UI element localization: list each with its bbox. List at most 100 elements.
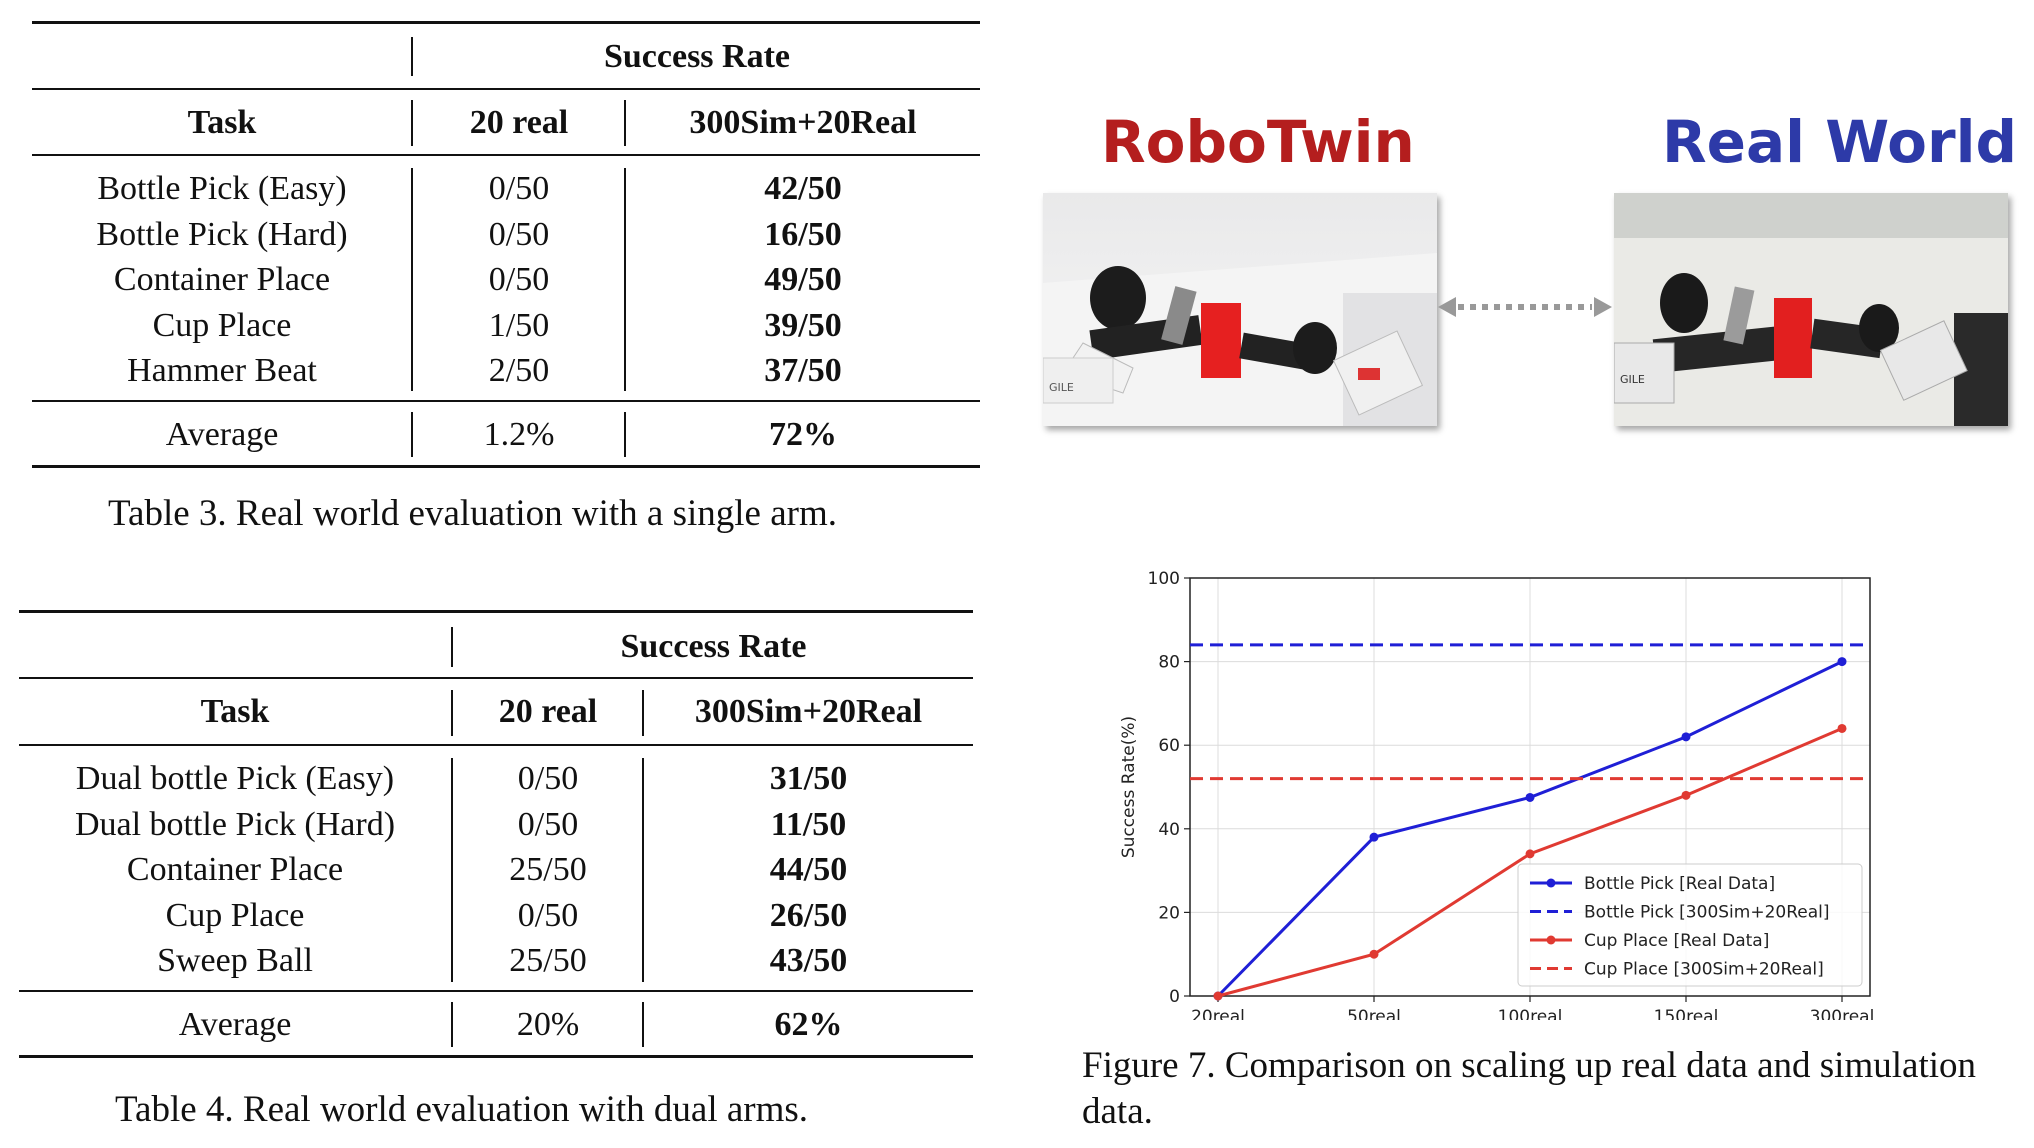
table3-avg-task: Average	[165, 416, 279, 453]
table4-col-task: Task	[200, 693, 270, 730]
x-tick-label: 300real	[1810, 1007, 1875, 1020]
table3-cell-sim: 37/50	[764, 352, 842, 389]
table3-bottom-rule	[32, 465, 980, 468]
table4-header-rule	[19, 677, 973, 679]
figure7-caption-line1: Figure 7. Comparison on scaling up real …	[1082, 1045, 1976, 1086]
table3-avg-real: 1.2%	[483, 416, 555, 453]
table3-avg-rule	[32, 400, 980, 402]
table4-avg-real: 20%	[516, 1006, 580, 1043]
figure7-caption-line2: data.	[1082, 1091, 1153, 1132]
table4-cell-sim: 43/50	[769, 942, 848, 979]
real-scene-image: GILE	[1614, 193, 2008, 426]
data-point	[1369, 949, 1379, 959]
table3-col-real: 20 real	[469, 104, 569, 141]
table4-group-header: Success Rate	[620, 628, 807, 665]
table4-cell-real: 0/50	[517, 760, 579, 797]
table4-cell-real: 0/50	[517, 896, 579, 934]
table3-vline-2b	[624, 100, 626, 146]
data-point	[1681, 790, 1691, 800]
data-point	[1525, 792, 1535, 802]
table4-cell-task: Sweep Ball	[157, 942, 313, 979]
table3-avg-sim: 72%	[769, 416, 837, 453]
table3-vline-1a	[411, 37, 413, 76]
table4-vline-2b	[642, 690, 644, 736]
table3-group-header: Success Rate	[603, 38, 791, 75]
table3-cell-sim: 39/50	[764, 306, 842, 344]
table4-cell-task: Dual bottle Pick (Easy)	[75, 760, 395, 797]
table3-header-rule	[32, 88, 980, 90]
x-tick-label: 100real	[1498, 1007, 1563, 1020]
table4-mid-rule	[19, 744, 973, 746]
x-tick-label: 20real	[1191, 1007, 1245, 1020]
table4-avg-rule	[19, 990, 973, 992]
table3-col-sim: 300Sim+20Real	[689, 104, 917, 141]
table4-avg-sim: 62%	[774, 1006, 843, 1043]
double-arrow-icon	[1438, 297, 1612, 317]
table3-vline-1c	[411, 168, 413, 391]
figure7-caption: Figure 7. Comparison on scaling up real …	[1082, 1043, 1982, 1135]
table3-cell-task: Container Place	[113, 261, 331, 298]
robotwin-label: RoboTwin	[1101, 108, 1415, 176]
table3-vline-1d	[411, 412, 413, 457]
legend-label-3: Cup Place [300Sim+20Real]	[1584, 960, 1824, 980]
table3-cell-sim: 16/50	[764, 215, 842, 253]
table4-cell-sim: 26/50	[769, 896, 848, 934]
data-point	[1837, 723, 1847, 733]
y-tick-label: 100	[1148, 569, 1180, 589]
table4-cell-sim: 11/50	[770, 805, 847, 843]
table4-cell-real: 0/50	[517, 805, 579, 843]
table3-cell-real: 1/50	[488, 306, 550, 344]
y-axis-label: Success Rate(%)	[1119, 716, 1139, 858]
table3-top-rule	[32, 21, 980, 24]
table4-bottom-rule	[19, 1055, 973, 1058]
table4-vline-1b	[451, 690, 453, 736]
table4-vline-2c	[642, 758, 644, 982]
svg-text:GILE: GILE	[1620, 373, 1645, 386]
data-point	[1213, 991, 1223, 1001]
success-rate-line-chart: 0 20 40 60 80 100 20real 50real 100real 150real 30…	[1119, 569, 1875, 1020]
sim-scene-image: GILE	[1043, 193, 1437, 426]
table3-col-task: Task	[187, 104, 257, 141]
table4-cell-sim: 31/50	[769, 760, 848, 797]
legend-marker-0	[1546, 878, 1556, 888]
table4-cell-task: Dual bottle Pick (Hard)	[74, 805, 396, 843]
table3-cell-task: Bottle Pick (Hard)	[96, 215, 348, 253]
table4-cell-task: Cup Place	[165, 896, 305, 934]
table4-cell-sim: 44/50	[769, 851, 848, 888]
data-point	[1369, 832, 1379, 842]
y-tick-label: 60	[1158, 736, 1180, 756]
legend-label-1: Bottle Pick [300Sim+20Real]	[1584, 903, 1830, 923]
table3-cell-task: Hammer Beat	[127, 352, 317, 389]
table3-cell-real: 0/50	[488, 261, 550, 298]
table3-cell-real: 0/50	[488, 215, 550, 253]
y-tick-label: 40	[1158, 820, 1180, 840]
y-tick-label: 20	[1158, 903, 1180, 923]
y-tick-label: 80	[1158, 653, 1180, 673]
table3-cell-task: Bottle Pick (Easy)	[97, 170, 347, 207]
table3-vline-1b	[411, 100, 413, 146]
table3-caption: Table 3. Real world evaluation with a si…	[108, 493, 837, 534]
svg-text:GILE: GILE	[1049, 381, 1074, 394]
table4-vline-1d	[451, 1002, 453, 1047]
table4-cell-task: Container Place	[126, 851, 344, 888]
table4-cell-real: 25/50	[509, 851, 587, 888]
table4-avg-task: Average	[178, 1006, 292, 1043]
table3-cell-task: Cup Place	[152, 306, 292, 344]
table4-vline-1a	[451, 627, 453, 667]
real-world-label: Real World	[1662, 108, 2017, 176]
table4-top-rule	[19, 610, 973, 613]
table3-cell-real: 0/50	[488, 170, 550, 207]
table3-mid-rule	[32, 154, 980, 156]
x-tick-label: 50real	[1347, 1007, 1401, 1020]
table3-cell-sim: 42/50	[764, 170, 842, 207]
legend-box	[1517, 863, 1863, 987]
table4-col-real: 20 real	[498, 693, 598, 730]
y-tick-label: 0	[1169, 987, 1180, 1007]
table4-vline-1c	[451, 758, 453, 982]
x-tick-label: 150real	[1654, 1007, 1719, 1020]
table4-col-sim: 300Sim+20Real	[694, 693, 923, 730]
data-point	[1525, 849, 1535, 859]
data-point	[1681, 732, 1691, 742]
table4-caption: Table 4. Real world evaluation with dual…	[115, 1089, 809, 1130]
legend-marker-2	[1546, 935, 1556, 945]
